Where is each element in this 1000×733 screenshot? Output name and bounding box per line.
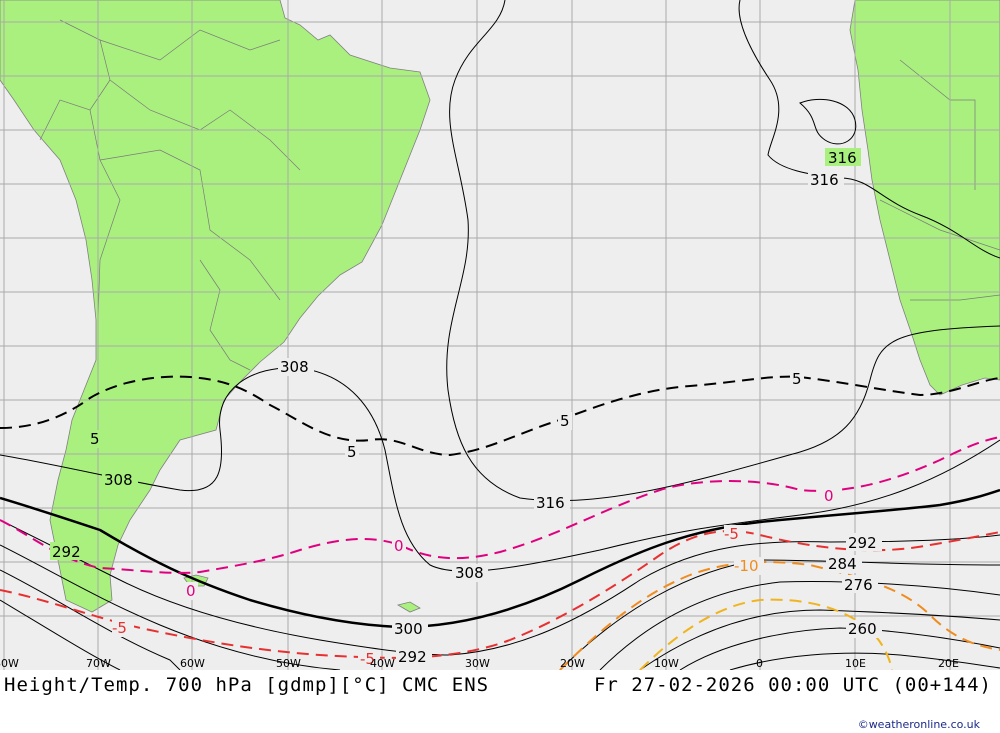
height-contour-276 (0, 569, 1000, 670)
weather-map: 316 316 308 308 316 308 292 300 292 292 … (0, 0, 1000, 670)
height-contour-316-north (446, 0, 1000, 502)
height-contour-308-mid (0, 367, 1000, 572)
height-label-276: 276 (844, 576, 873, 594)
south-georgia-island (396, 601, 421, 613)
lon-label-10e: 10E (845, 657, 866, 670)
lon-label-20e: 20E (938, 657, 959, 670)
temp-label-minus5-right: -5 (724, 525, 739, 543)
lon-label-80w: 80W (0, 657, 19, 670)
temp-label-5-right: 5 (792, 370, 802, 388)
height-label-284: 284 (828, 555, 857, 573)
temp-label-0-left: 0 (186, 582, 196, 600)
temp-contour-minus15 (639, 598, 893, 670)
height-label-308-south: 308 (455, 564, 484, 582)
height-label-292-right: 292 (848, 534, 877, 552)
height-label-316-upper: 316 (828, 149, 857, 167)
temp-label-5-ocean: 5 (560, 412, 570, 430)
height-contour-292-band (0, 519, 1000, 656)
lon-label-10w: 10W (654, 657, 679, 670)
lon-label-20w: 20W (560, 657, 585, 670)
temp-label-5-mid: 5 (347, 443, 357, 461)
temp-label-minus5-south: -5 (360, 650, 375, 668)
temp-contour-0 (0, 436, 1000, 574)
height-label-292-left: 292 (52, 543, 81, 561)
height-contours (0, 0, 1000, 670)
height-label-316-ocean: 316 (536, 494, 565, 512)
height-contour-252 (729, 652, 1000, 670)
lon-label-30w: 30W (465, 657, 490, 670)
height-contour-268 (0, 599, 1000, 670)
longitude-labels: 80W 70W 60W 50W 40W 30W 20W 10W 0 10E 20… (0, 657, 959, 670)
lon-label-60w: 60W (180, 657, 205, 670)
credit-link[interactable]: ©weatheronline.co.uk (857, 718, 980, 731)
height-contour-260 (679, 627, 1000, 670)
contour-labels: 316 316 308 308 316 308 292 300 292 292 … (50, 148, 882, 668)
temp-label-minus10: -10 (734, 557, 759, 575)
lon-label-40w: 40W (370, 657, 395, 670)
temp-label-minus5-left: -5 (112, 619, 127, 637)
temp-label-0-mid: 0 (394, 537, 404, 555)
height-contour-300-thick (0, 488, 1000, 629)
africa-landmass (849, 0, 1000, 396)
temp-contour-minus10 (559, 561, 1000, 670)
lon-label-70w: 70W (86, 657, 111, 670)
map-title: Height/Temp. 700 hPa [gdmp][°C] CMC ENS (4, 674, 490, 696)
height-label-308-left: 308 (104, 471, 133, 489)
country-borders (39, 19, 1000, 371)
valid-time: Fr 27-02-2026 00:00 UTC (00+144) (593, 674, 992, 696)
height-label-260: 260 (848, 620, 877, 638)
height-contour-316-africa (738, 0, 1000, 259)
south-america-landmass (0, 0, 431, 613)
temperature-contours (0, 375, 1000, 670)
temp-contour-minus5 (0, 530, 1000, 659)
height-label-300: 300 (394, 620, 423, 638)
height-label-308-mid: 308 (280, 358, 309, 376)
temp-contour-5 (0, 375, 1000, 457)
temp-label-0-right: 0 (824, 487, 834, 505)
height-contour-316-loop (799, 98, 857, 145)
temp-label-5-left: 5 (90, 430, 100, 448)
lon-label-0: 0 (756, 657, 763, 670)
lon-label-50w: 50W (276, 657, 301, 670)
height-label-292-south: 292 (398, 648, 427, 666)
height-label-316-lower: 316 (810, 171, 839, 189)
map-footer: Height/Temp. 700 hPa [gdmp][°C] CMC ENS … (0, 670, 1000, 733)
